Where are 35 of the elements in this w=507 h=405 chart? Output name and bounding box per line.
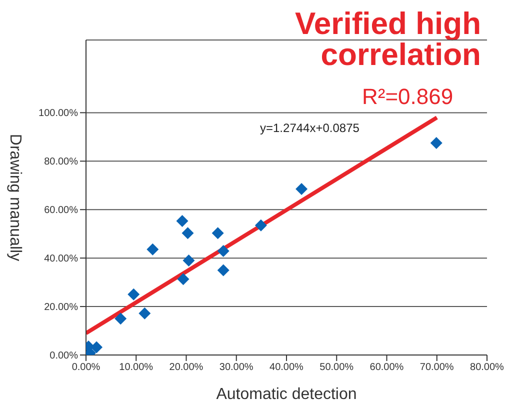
y-tick-label: 0.00% bbox=[50, 350, 78, 362]
annotation: R²=0.869 bbox=[362, 84, 454, 110]
point bbox=[146, 243, 159, 256]
point bbox=[176, 215, 188, 228]
y-tick-label: 60.00% bbox=[44, 205, 78, 216]
point bbox=[430, 136, 442, 149]
point bbox=[177, 273, 190, 286]
x-tick-label: 0.00% bbox=[72, 362, 100, 374]
x-tick-label: 10.00% bbox=[119, 362, 154, 374]
x-tick-label: 50.00% bbox=[320, 362, 354, 374]
y-tick-label: 20.00% bbox=[44, 302, 78, 314]
point bbox=[114, 312, 127, 325]
point bbox=[296, 183, 308, 196]
y-axis-title: Drawing manually bbox=[6, 134, 24, 262]
x-axis-title: Automatic detection bbox=[216, 386, 357, 403]
x-tick-label: 40.00% bbox=[270, 362, 304, 374]
x-tick-label: 60.00% bbox=[370, 362, 404, 374]
point bbox=[212, 227, 224, 240]
point bbox=[217, 245, 230, 258]
x-tick-label: 80.00% bbox=[470, 362, 504, 374]
annotation: y=1.2744x+0.0875 bbox=[260, 121, 360, 135]
chart-title: Verified high correlation bbox=[294, 6, 481, 72]
point bbox=[90, 341, 103, 354]
point bbox=[182, 227, 194, 240]
point bbox=[128, 288, 140, 300]
point bbox=[182, 254, 195, 266]
point bbox=[217, 264, 230, 276]
y-tick-label: 40.00% bbox=[44, 254, 78, 265]
y-tick-label: 100.00% bbox=[38, 108, 78, 120]
x-tick-label: 30.00% bbox=[219, 362, 254, 374]
x-tick-label: 70.00% bbox=[420, 362, 454, 374]
y-tick-label: 80.00% bbox=[44, 156, 78, 168]
point bbox=[138, 307, 151, 320]
x-tick-label: 20.00% bbox=[169, 362, 204, 374]
point bbox=[254, 219, 267, 232]
